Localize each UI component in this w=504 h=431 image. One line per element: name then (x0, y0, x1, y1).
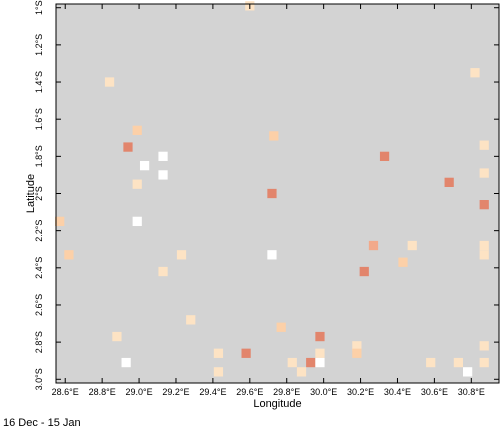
heatmap-cell (398, 257, 408, 267)
x-tick-label: 29.8°E (273, 387, 300, 397)
heatmap-cell (470, 68, 480, 78)
heatmap-cell (287, 357, 297, 368)
heatmap-cell (132, 216, 142, 227)
heatmap-cell (359, 266, 369, 277)
heatmap-cell (463, 367, 473, 377)
heatmap-cell (479, 240, 489, 251)
heatmap-cell (276, 322, 286, 332)
x-tick-label: 30.6°E (421, 387, 448, 397)
x-tick-label: 29.4°E (199, 387, 226, 397)
heatmap-cell (112, 331, 122, 342)
heatmap-cell (479, 341, 489, 351)
heatmap-cell (186, 315, 196, 325)
heatmap-cell (132, 125, 142, 135)
heatmap-cell (368, 240, 379, 251)
heatmap-cell (176, 250, 187, 260)
heatmap-cell (213, 348, 224, 358)
heatmap-cell (315, 348, 325, 358)
x-tick-label: 30.4°E (384, 387, 411, 397)
heatmap-cell (123, 142, 133, 152)
x-tick-label: 28.8°E (89, 387, 116, 397)
heatmap-cell (315, 357, 325, 368)
x-axis-title: Longitude (253, 398, 301, 410)
x-tick-label: 30.0°E (310, 387, 337, 397)
heatmap-cell (352, 348, 362, 358)
y-tick-label: 1.8°S (34, 145, 44, 167)
x-tick-label: 28.6°E (52, 387, 79, 397)
heatmap-cell (479, 200, 489, 210)
heatmap-cell (479, 357, 489, 368)
heatmap-cell (213, 367, 224, 377)
date-range-label: 16 Dec - 15 Jan (3, 417, 81, 429)
heatmap-cell (269, 131, 279, 141)
heatmap-cell (104, 77, 115, 87)
heatmap-cell (139, 160, 150, 171)
heatmap-cell (479, 168, 489, 178)
x-tick-label: 30.2°E (347, 387, 374, 397)
heatmap-cell (158, 266, 168, 277)
y-axis-title: Latitude (25, 174, 37, 213)
y-tick-label: 2.4°S (34, 257, 44, 279)
y-tick-label: 2.2°S (34, 220, 44, 242)
heatmap-cell (121, 357, 131, 368)
y-tick-label: 2.8°S (34, 331, 44, 353)
heatmap-cell (64, 250, 74, 260)
heatmap-cell (158, 170, 168, 180)
y-tick-label: 1°S (34, 0, 44, 15)
heatmap-cell (379, 151, 390, 161)
x-tick-label: 29.2°E (162, 387, 189, 397)
heatmap-cell (444, 177, 454, 187)
heatmap-cell (55, 216, 65, 227)
heatmap-cell (453, 357, 464, 368)
x-tick-label: 29.0°E (126, 387, 153, 397)
heatmap-cell (241, 348, 251, 358)
heatmap-cell (132, 179, 142, 189)
heatmap-cell (296, 367, 307, 377)
heatmap-cell (407, 240, 417, 251)
heatmap-cell (306, 357, 316, 368)
x-tick-label: 30.8°E (458, 387, 485, 397)
y-tick-label: 2°S (34, 186, 44, 201)
heatmap-cell (352, 341, 362, 351)
y-tick-label: 1.6°S (34, 108, 44, 130)
heatmap-cell (479, 250, 489, 260)
heatmap-cell (158, 151, 168, 161)
heatmap-cell (315, 331, 325, 342)
y-tick-label: 1.4°S (34, 71, 44, 93)
plot-area (56, 4, 499, 383)
heatmap-cell (267, 250, 277, 260)
y-tick-label: 3.0°S (34, 368, 44, 390)
y-tick-label: 1.2°S (34, 34, 44, 56)
heatmap-cell (479, 140, 489, 150)
y-tick-label: 2.6°S (34, 294, 44, 316)
x-tick-label: 29.6°E (236, 387, 263, 397)
heatmap-cell (267, 188, 277, 199)
heatmap-cell (426, 357, 436, 368)
